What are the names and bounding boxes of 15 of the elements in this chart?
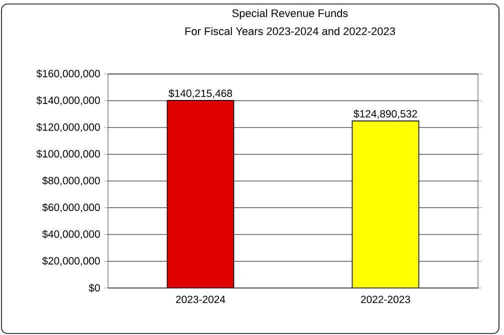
chart-title: Special Revenue Funds [232,9,348,20]
chart-subtitle: For Fiscal Years 2023-2024 and 2022-2023 [185,27,395,36]
y-tick-label: $20,000,000 [42,256,100,266]
y-tick-label: $100,000,000 [36,150,100,159]
y-tick-label: $80,000,000 [42,176,100,186]
x-tick-label: 2022-2023 [361,296,410,304]
data-label: $124,890,532 [354,110,417,119]
y-tick-label: $160,000,000 [36,69,100,79]
data-label: $140,215,468 [168,89,232,98]
x-tick-label: 2023-2024 [176,296,226,304]
y-tick-label: $0 [88,284,100,292]
y-tick-label: $140,000,000 [36,96,100,106]
y-tick-label: $40,000,000 [42,230,100,240]
y-tick-label: $60,000,000 [42,203,100,212]
y-tick-label: $120,000,000 [36,122,100,132]
